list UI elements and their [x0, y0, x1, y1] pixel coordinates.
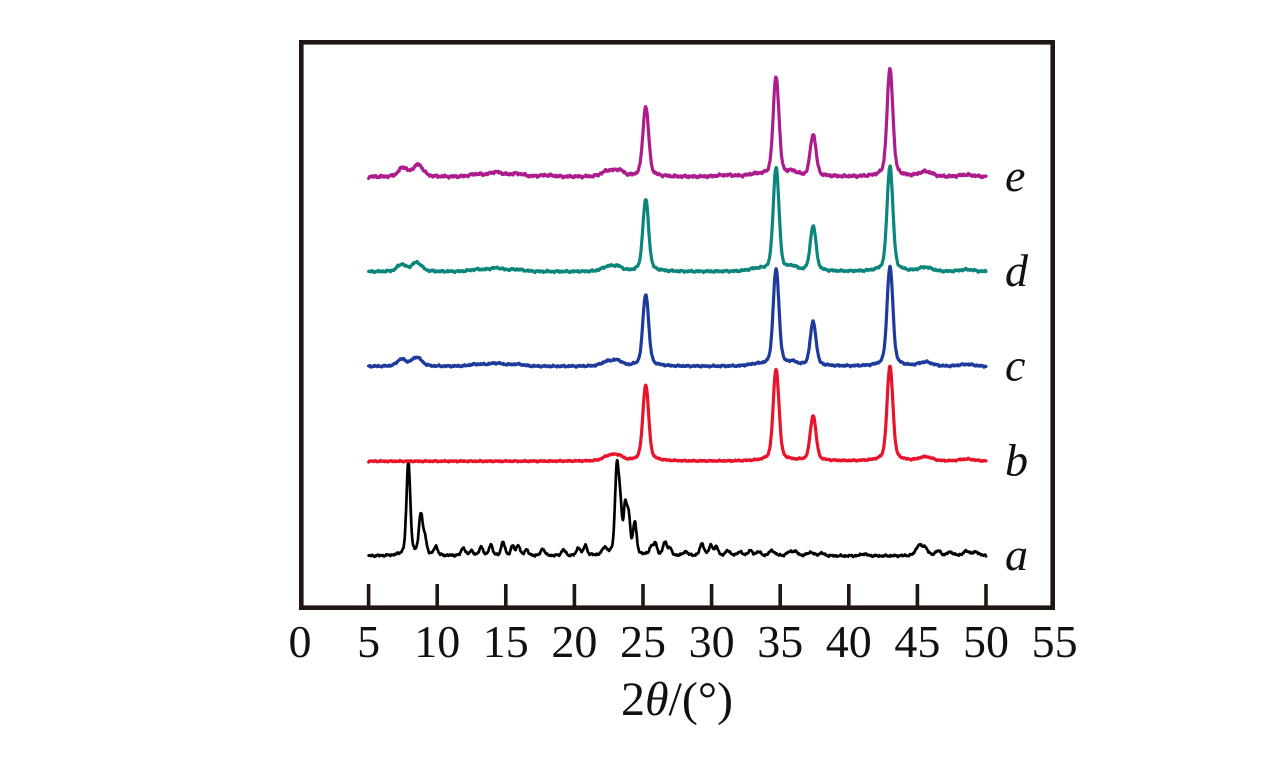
curve-c [367, 264, 988, 369]
curve-a [367, 458, 988, 559]
x-tick-label-40: 40 [826, 616, 872, 667]
curve-b [367, 364, 988, 464]
x-axis-title: 2θ/(°) [621, 672, 733, 727]
x-tick-label-15: 15 [483, 616, 529, 667]
x-tick-label-45: 45 [894, 616, 940, 667]
x-tick-label-50: 50 [963, 616, 1009, 667]
x-tick-label-20: 20 [551, 616, 597, 667]
x-tick-label-25: 25 [620, 616, 666, 667]
curve-label-c: c [1005, 340, 1025, 391]
x-tick-label-10: 10 [414, 616, 460, 667]
x-tick-label-30: 30 [689, 616, 735, 667]
x-tick-label-55: 55 [1032, 616, 1078, 667]
curve-label-a: a [1005, 529, 1028, 580]
x-tick-label-0: 0 [289, 616, 312, 667]
curve-e [367, 66, 988, 181]
plot-border [298, 39, 1056, 611]
curve-label-b: b [1005, 434, 1028, 485]
x-axis-title-theta: θ [644, 673, 669, 726]
curve-label-e: e [1005, 150, 1025, 201]
curve-label-d: d [1005, 245, 1029, 296]
x-axis-title-prefix: 2 [620, 673, 645, 726]
x-axis-title-suffix: /(°) [668, 673, 734, 726]
x-tick-label-5: 5 [357, 616, 380, 667]
curve-d [367, 164, 988, 275]
x-tick-label-35: 35 [757, 616, 803, 667]
